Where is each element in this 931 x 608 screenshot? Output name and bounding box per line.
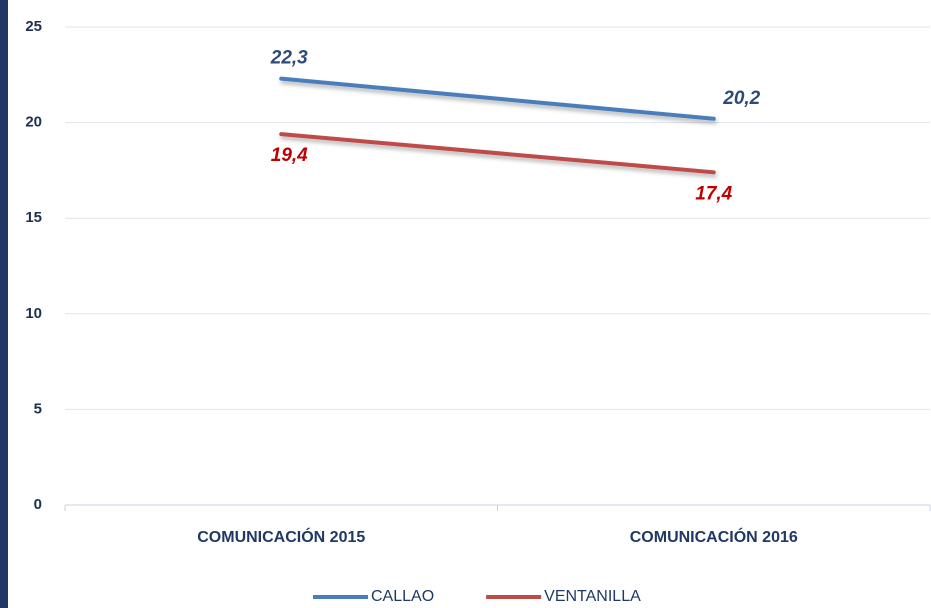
legend-label: VENTANILLA <box>544 588 641 605</box>
data-label: 22,3 <box>270 48 308 69</box>
side-bar <box>0 0 8 608</box>
data-label: 17,4 <box>695 183 732 204</box>
series-line <box>279 76 716 121</box>
y-tick-label: 25 <box>25 18 42 35</box>
data-label: 19,4 <box>271 145 308 166</box>
y-tick-label: 10 <box>25 305 42 322</box>
y-tick-label: 20 <box>25 114 42 131</box>
series-line <box>279 132 716 175</box>
x-tick-label: COMUNICACIÓN 2016 <box>630 527 798 546</box>
legend-label: CALLAO <box>371 588 434 605</box>
x-tick-label: COMUNICACIÓN 2015 <box>197 527 365 546</box>
y-tick-label: 0 <box>34 496 42 513</box>
y-tick-label: 15 <box>25 209 42 226</box>
data-label: 20,2 <box>722 88 760 109</box>
y-tick-label: 5 <box>34 400 42 417</box>
